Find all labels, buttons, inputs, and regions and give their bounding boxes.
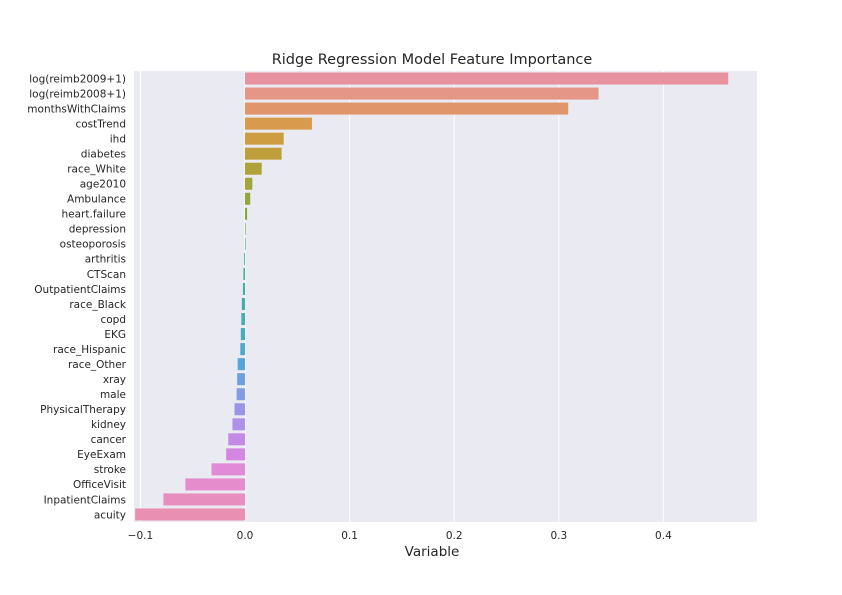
category-label: age2010	[80, 179, 126, 191]
category-label: diabetes	[81, 148, 126, 160]
bar	[245, 132, 284, 145]
category-label: copd	[100, 314, 126, 326]
bar	[245, 177, 253, 190]
bar	[163, 493, 245, 506]
category-label: CTScan	[87, 269, 126, 281]
bar	[245, 72, 729, 85]
category-label: acuity	[94, 509, 126, 521]
x-tick-label: 0.1	[341, 530, 358, 542]
category-label: male	[100, 389, 126, 401]
bar	[236, 388, 245, 401]
bar	[237, 358, 245, 371]
x-tick-label: −0.1	[128, 530, 154, 542]
grid-lines	[139, 71, 664, 522]
bar	[240, 343, 245, 356]
category-labels: log(reimb2009+1) log(reimb2008+1) monthsWi…	[27, 73, 127, 521]
category-label: race_Black	[69, 299, 127, 311]
bar	[234, 403, 245, 416]
bar	[242, 282, 245, 295]
bar	[211, 463, 245, 476]
bar	[243, 267, 245, 280]
category-label: EKG	[104, 329, 126, 341]
plot-area	[134, 71, 757, 522]
bar	[245, 117, 312, 130]
category-label: race_Hispanic	[53, 344, 126, 356]
category-label: heart.failure	[62, 209, 127, 221]
category-label: arthritis	[85, 254, 126, 266]
bar	[245, 87, 599, 100]
category-label: monthsWithClaims	[27, 103, 126, 115]
category-label: race_Other	[68, 359, 127, 371]
category-label: costTrend	[75, 118, 126, 130]
x-tick-label: 0.3	[550, 530, 567, 542]
category-label: cancer	[91, 434, 127, 446]
category-label: stroke	[94, 464, 126, 476]
bar	[135, 508, 245, 521]
category-label: PhysicalTherapy	[40, 404, 126, 416]
bar	[245, 192, 251, 205]
bar	[245, 222, 246, 235]
category-label: ihd	[110, 133, 126, 145]
bar	[237, 373, 245, 386]
category-label: InpatientClaims	[44, 494, 126, 506]
category-label: kidney	[91, 419, 126, 431]
category-label: Ambulance	[67, 194, 126, 206]
category-label: EyeExam	[77, 449, 126, 461]
x-tick-labels: −0.1 0.0 0.1 0.2 0.3 0.4	[128, 530, 672, 542]
category-label: xray	[103, 374, 126, 386]
bar	[241, 298, 245, 311]
category-label: depression	[69, 224, 126, 236]
bar	[232, 418, 245, 431]
bar	[245, 147, 282, 160]
bar	[185, 478, 245, 491]
x-tick-label: 0.0	[237, 530, 254, 542]
bar	[245, 237, 246, 250]
category-label: log(reimb2008+1)	[29, 88, 126, 100]
bar	[240, 328, 245, 341]
category-label: OutpatientClaims	[34, 284, 126, 296]
bar	[245, 162, 262, 175]
bar	[245, 102, 569, 115]
category-label: osteoporosis	[60, 239, 126, 251]
category-label: OfficeVisit	[73, 479, 126, 491]
category-label: race_White	[67, 164, 126, 176]
chart-title: Ridge Regression Model Feature Importanc…	[272, 52, 593, 68]
bar	[228, 433, 245, 446]
category-label: log(reimb2009+1)	[29, 73, 126, 85]
bars	[135, 72, 729, 521]
x-axis-title: Variable	[405, 544, 460, 560]
x-tick-label: 0.2	[446, 530, 463, 542]
bar	[241, 313, 245, 326]
x-tick-label: 0.4	[655, 530, 672, 542]
bar	[226, 448, 245, 461]
bar	[245, 207, 248, 220]
bar	[244, 252, 245, 265]
